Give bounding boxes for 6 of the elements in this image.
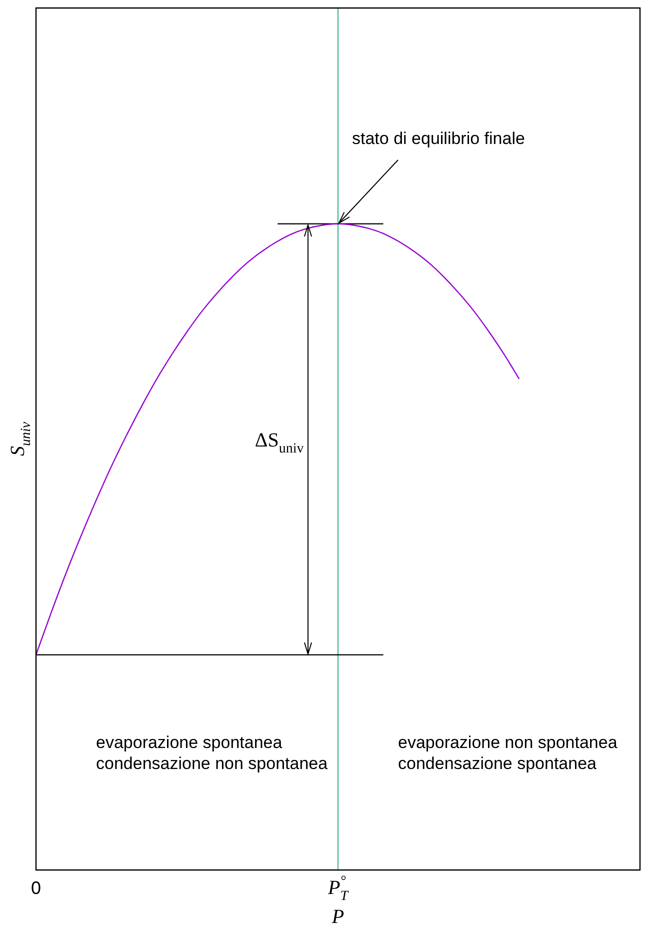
x-axis-title: P [330,906,344,926]
y-axis-title: Suniv [7,421,34,456]
annotation: evaporazione spontanea condensazione non spontanea [96,733,328,773]
annotation: stato di equilibrio finale [352,128,525,148]
x-tick-label: 0 [30,878,42,898]
annotation: evaporazione non spontanea condensazione spontanea [398,733,618,773]
